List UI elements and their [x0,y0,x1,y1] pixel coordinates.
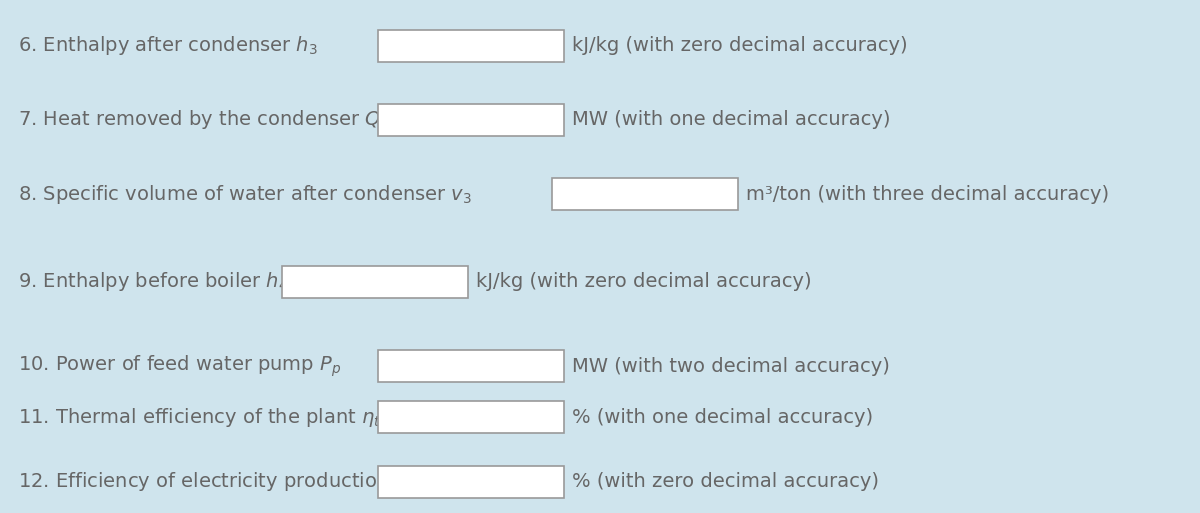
Text: MW (with two decimal accuracy): MW (with two decimal accuracy) [572,357,890,376]
Bar [378,466,564,498]
Text: kJ/kg (with zero decimal accuracy): kJ/kg (with zero decimal accuracy) [572,36,907,55]
Bar [378,104,564,136]
Text: m³/ton (with three decimal accuracy): m³/ton (with three decimal accuracy) [746,185,1109,204]
Bar [378,350,564,382]
Bar [378,30,564,62]
Bar [552,179,738,210]
Text: 10. Power of feed water pump $\mathit{P}_p$: 10. Power of feed water pump $\mathit{P}… [18,353,341,379]
Text: 6. Enthalpy after condenser $\mathit{h}_3$: 6. Enthalpy after condenser $\mathit{h}_… [18,34,318,57]
Text: % (with zero decimal accuracy): % (with zero decimal accuracy) [572,472,878,491]
Bar [282,266,468,298]
Text: 7. Heat removed by the condenser $\mathit{Q}$: 7. Heat removed by the condenser $\mathi… [18,108,382,131]
Text: 11. Thermal efficiency of the plant $\mathit{\eta}_t$: 11. Thermal efficiency of the plant $\ma… [18,406,382,429]
Text: % (with one decimal accuracy): % (with one decimal accuracy) [572,408,874,427]
Text: 9. Enthalpy before boiler $\mathit{h}_4$: 9. Enthalpy before boiler $\mathit{h}_4$ [18,270,288,293]
Text: MW (with one decimal accuracy): MW (with one decimal accuracy) [572,110,890,129]
Text: 12. Efficiency of electricity production $\mathit{\eta}_e$: 12. Efficiency of electricity production… [18,470,416,493]
Text: kJ/kg (with zero decimal accuracy): kJ/kg (with zero decimal accuracy) [476,272,811,291]
Bar [378,402,564,433]
Text: 8. Specific volume of water after condenser $\mathit{v}_3$: 8. Specific volume of water after conden… [18,183,472,206]
